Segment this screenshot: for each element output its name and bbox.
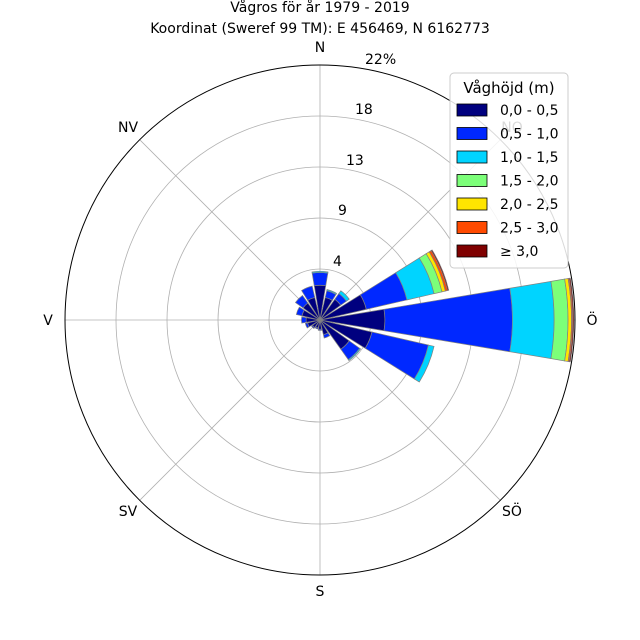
legend-swatch <box>456 174 488 187</box>
rose-bar-segment <box>322 332 331 339</box>
rose-bar-segment <box>311 324 316 329</box>
legend-title: Våghöjd (m) <box>463 79 554 97</box>
dir-label-sv: SV <box>119 504 138 520</box>
rose-bar-segment <box>509 280 555 360</box>
legend-label: 2,0 - 2,5 <box>500 197 558 213</box>
legend-label: 0,5 - 1,0 <box>500 127 558 143</box>
grid-spoke <box>139 139 321 321</box>
rose-bar-segment <box>301 316 307 324</box>
rose-bar-segment <box>347 347 362 362</box>
legend-label: 1,0 - 1,5 <box>500 150 558 166</box>
rose-bar-segment <box>311 272 329 287</box>
rose-bar-segment <box>326 289 338 295</box>
rose-bar-segment <box>301 285 316 301</box>
rtick-label: 22% <box>365 52 396 68</box>
chart-title: Vågros för år 1979 - 2019 <box>230 0 409 16</box>
radial-tick-labels: 4 9 13 18 22% <box>333 52 396 270</box>
rose-bar-segment <box>338 290 350 302</box>
legend-label: 1,5 - 2,0 <box>500 174 558 190</box>
dir-label-o: Ö <box>586 311 597 329</box>
legend-swatch <box>456 197 488 211</box>
rose-bar-segment <box>304 322 310 329</box>
rtick-label: 9 <box>338 203 347 219</box>
rtick-label: 4 <box>333 254 342 270</box>
legend: Våghöjd (m) 0,0 - 0,5 0,5 - 1,0 1,0 - 1,5 1… <box>449 72 569 269</box>
legend-swatch <box>456 221 488 234</box>
dir-label-so: SÖ <box>502 502 522 520</box>
rose-bar-segment <box>294 294 309 309</box>
rose-bar-segment <box>314 326 319 330</box>
dir-label-s: S <box>316 584 325 600</box>
legend-swatch <box>456 150 488 164</box>
legend-label: 0,0 - 0,5 <box>500 103 558 119</box>
chart-subtitle: Koordinat (Sweref 99 TM): E 456469, N 61… <box>150 21 490 37</box>
rtick-label: 18 <box>355 102 373 118</box>
rose-bar-segment <box>317 328 323 331</box>
rose-bar-segment <box>413 344 435 383</box>
dir-label-v: V <box>43 313 53 329</box>
legend-swatch <box>456 244 488 258</box>
rtick-label: 13 <box>346 153 364 169</box>
rose-bar-segment <box>311 270 329 274</box>
legend-swatch <box>456 127 488 140</box>
dir-label-n: N <box>315 40 325 56</box>
legend-label: ≥ 3,0 <box>500 244 538 260</box>
rose-bar-segment <box>568 277 575 363</box>
legend-label: 2,5 - 3,0 <box>500 221 558 237</box>
rose-bar-segment <box>430 249 450 291</box>
dir-label-nv: NV <box>118 120 138 136</box>
rose-bars <box>294 249 575 383</box>
polar-frame <box>64 64 576 576</box>
legend-swatch <box>456 103 488 117</box>
grid-spoke <box>139 319 321 501</box>
rose-bar-segment <box>295 306 305 317</box>
legend-box <box>449 72 569 269</box>
